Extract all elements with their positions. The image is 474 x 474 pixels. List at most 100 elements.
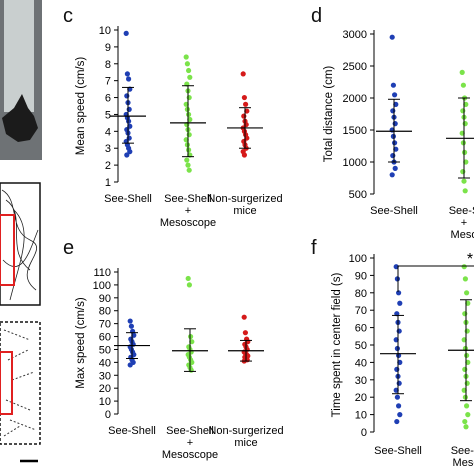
setup-photo-device	[2, 94, 38, 142]
y-tick-label: 500	[349, 189, 367, 201]
setup-photo-light	[4, 0, 34, 112]
data-point	[390, 82, 396, 88]
data-point	[186, 94, 192, 101]
y-tick-label: 30	[355, 375, 367, 387]
trajectory-box-1	[0, 182, 41, 306]
data-point	[186, 132, 192, 138]
chart-f: 0 10 20 30 40 50 60 70 80 90 100 Time spent in cent…	[331, 251, 474, 469]
data-point	[462, 394, 468, 400]
y-tick-label: 0	[105, 409, 111, 421]
data-point	[126, 106, 132, 112]
y-tick-label: 70	[99, 319, 111, 331]
data-point	[396, 380, 402, 386]
series-group	[448, 264, 474, 430]
data-point	[396, 403, 402, 409]
data-point	[393, 146, 399, 152]
y-tick-label: 20	[99, 383, 111, 395]
data-point	[460, 82, 466, 88]
data-point	[462, 418, 468, 425]
data-point	[460, 108, 466, 114]
data-point	[123, 30, 129, 36]
y-tick-label: 80	[355, 288, 367, 300]
data-point	[464, 328, 470, 334]
data-point	[459, 130, 465, 136]
data-point	[392, 165, 398, 171]
data-point	[393, 264, 399, 270]
data-point	[184, 61, 190, 67]
data-point	[392, 92, 398, 98]
y-tick-label: 60	[355, 323, 367, 335]
chart-d: 500 1000 1500 2000 2500 3000 Total distance (c…	[323, 29, 474, 241]
data-point	[185, 162, 191, 168]
data-point	[126, 118, 132, 124]
data-point	[187, 116, 193, 123]
data-point	[390, 133, 396, 139]
data-point	[243, 101, 249, 107]
y-tick-label: 70	[355, 305, 367, 317]
data-point	[128, 323, 134, 329]
data-point	[397, 300, 403, 306]
data-point	[241, 113, 247, 119]
panel-letter: d	[311, 5, 323, 27]
data-point	[186, 67, 192, 74]
data-point	[390, 153, 396, 159]
y-tick-label: 10	[99, 25, 111, 37]
significance-bracket	[397, 265, 474, 292]
data-point	[124, 71, 130, 77]
data-point	[188, 333, 194, 340]
data-point	[393, 387, 399, 393]
series-group	[446, 69, 474, 194]
y-tick-label: 1	[105, 177, 111, 189]
y-tick-label: 2	[105, 160, 111, 172]
data-point	[184, 142, 190, 148]
y-tick-label: 30	[99, 370, 111, 382]
y-tick-label: 2500	[343, 61, 367, 73]
category-label: See-Shell	[370, 205, 418, 217]
y-tick-label: 4	[105, 126, 111, 138]
y-tick-label: 90	[99, 293, 111, 305]
category-label: See-Shell	[374, 445, 422, 457]
panel-letter: c	[63, 5, 73, 27]
data-point	[124, 152, 130, 158]
y-tick-label: 110	[93, 267, 111, 279]
data-point	[188, 367, 194, 373]
trajectory-center-field-2	[0, 351, 13, 415]
series-group	[110, 30, 146, 158]
y-tick-label: 50	[355, 340, 367, 352]
category-label: See-Shell	[108, 425, 156, 437]
category-label: See-Shell	[104, 193, 152, 205]
data-point	[184, 106, 190, 112]
data-point	[131, 332, 137, 338]
data-point	[394, 366, 400, 372]
data-point	[240, 71, 246, 77]
series-group	[228, 314, 264, 364]
y-tick-label: 6	[105, 93, 111, 105]
chart-c: 1 2 3 4 5 6 7 8 9 10 Mean speed (cm/s) See-Shell See…	[75, 25, 283, 229]
data-point	[241, 152, 247, 158]
data-point	[126, 76, 132, 82]
data-point	[461, 178, 467, 184]
y-tick-label: 1000	[343, 157, 367, 169]
y-tick-label: 0	[361, 427, 367, 439]
y-tick-label: 1500	[343, 125, 367, 137]
trajectory-center-field-1	[0, 214, 15, 286]
data-point	[186, 167, 192, 173]
data-point	[463, 424, 469, 430]
data-point	[241, 314, 247, 320]
data-point	[464, 290, 470, 296]
data-point	[461, 337, 467, 343]
y-tick-label: 9	[105, 42, 111, 54]
panel-letter: e	[63, 237, 75, 259]
data-point	[396, 290, 402, 296]
y-tick-label: 20	[355, 392, 367, 404]
data-point	[460, 140, 466, 146]
category-label: Non-surgerized mice	[207, 193, 282, 217]
data-point	[459, 69, 465, 75]
y-axis-label: Mean speed (cm/s)	[75, 57, 87, 156]
data-point	[389, 34, 395, 40]
series-group	[114, 318, 150, 368]
data-point	[241, 94, 247, 101]
data-point	[462, 188, 468, 194]
data-point	[462, 366, 468, 372]
